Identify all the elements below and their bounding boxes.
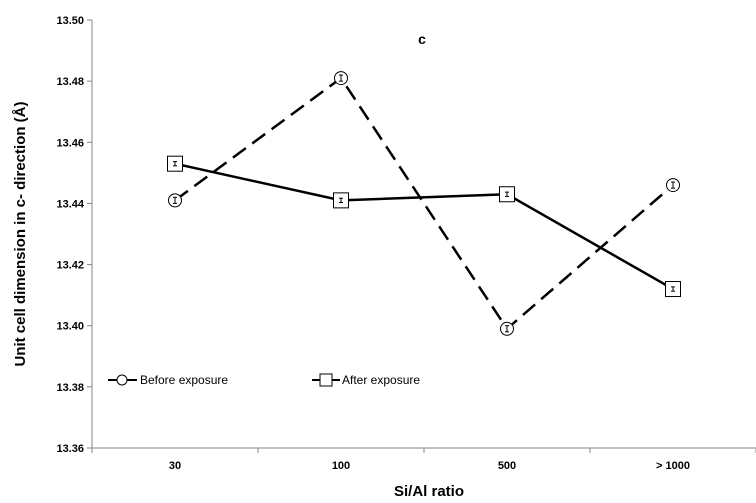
legend: Before exposure After exposure	[108, 373, 420, 387]
y-axis-title: Unit cell dimension in c- direction (Å)	[12, 101, 29, 366]
y-tick-label: 13.48	[56, 76, 84, 88]
series-before-exposure	[168, 71, 680, 336]
x-axis-ticks: 30 100 500 > 1000	[91, 448, 756, 472]
x-tick-label: 30	[169, 460, 181, 472]
legend-item-after-exposure: After exposure	[312, 373, 420, 387]
y-tick-label: 13.36	[56, 443, 84, 455]
series-line	[174, 76, 674, 331]
legend-after-marker	[319, 373, 333, 387]
y-tick-label: 13.42	[56, 260, 84, 272]
y-axis-ticks: 13.36 13.38 13.40 13.42 13.44 13.46 13.48 13.50	[56, 15, 92, 455]
chart-series	[167, 71, 681, 336]
x-tick-label: > 1000	[656, 460, 690, 472]
legend-before-label: Before exposure	[140, 373, 228, 387]
y-tick-label: 13.50	[56, 15, 84, 27]
panel-label: c	[418, 31, 426, 47]
series-after-exposure	[167, 155, 681, 298]
y-tick-label: 13.38	[56, 382, 84, 394]
x-tick-label: 100	[332, 460, 350, 472]
legend-after-label: After exposure	[342, 373, 420, 387]
y-tick-label: 13.44	[56, 198, 84, 210]
legend-before-marker	[116, 374, 128, 386]
y-tick-label: 13.40	[56, 321, 84, 333]
x-axis-title: Si/Al ratio	[394, 483, 464, 500]
legend-item-before-exposure: Before exposure	[108, 373, 228, 387]
x-tick-label: 500	[498, 460, 516, 472]
series-line	[174, 162, 674, 291]
y-tick-label: 13.46	[56, 137, 84, 149]
